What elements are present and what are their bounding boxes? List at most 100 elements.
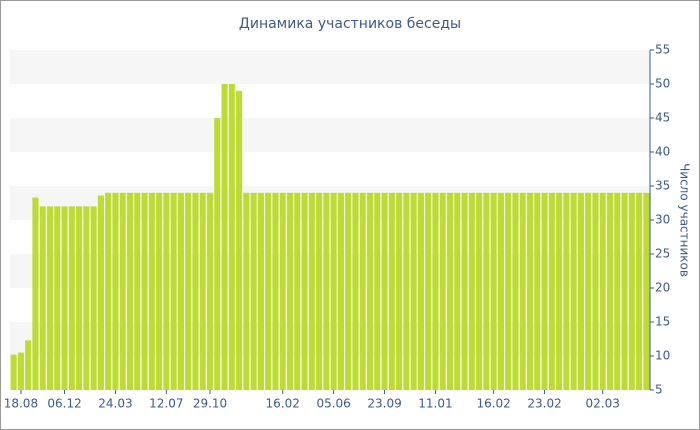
bar: [83, 206, 90, 390]
bar: [592, 192, 599, 390]
bar: [126, 192, 134, 390]
background-band: [10, 50, 650, 84]
bar: [366, 192, 374, 390]
bar: [519, 192, 526, 390]
bar: [643, 192, 650, 390]
bar: [425, 192, 432, 390]
bar: [585, 192, 592, 390]
bar: [199, 192, 206, 390]
bar: [54, 206, 61, 390]
bar: [388, 192, 395, 390]
bar: [61, 206, 68, 390]
y-tick-label: 30: [655, 213, 670, 227]
bar: [476, 192, 483, 390]
bar: [446, 192, 454, 390]
bar: [505, 192, 512, 390]
bar: [330, 192, 337, 390]
bar: [163, 192, 170, 390]
bar: [46, 206, 54, 390]
y-tick-label: 5: [655, 383, 663, 397]
bar: [439, 192, 446, 390]
bar: [454, 192, 461, 390]
bar: [359, 192, 366, 390]
bar: [556, 192, 563, 390]
bar: [214, 118, 221, 390]
x-tick-label: 12.07: [149, 397, 183, 411]
x-tick-label: 18.08: [4, 397, 38, 411]
bar: [286, 192, 294, 390]
bar: [316, 192, 323, 390]
bar: [119, 192, 126, 390]
bar: [381, 192, 388, 390]
bar: [374, 192, 381, 390]
x-tick-label: 02.03: [586, 397, 620, 411]
bar: [279, 192, 286, 390]
x-tick-label: 16.02: [266, 397, 300, 411]
x-tick-label: 24.03: [98, 397, 132, 411]
bar: [228, 84, 235, 390]
bar: [250, 192, 257, 390]
bar: [526, 192, 534, 390]
y-tick-label: 35: [655, 179, 670, 193]
bar: [236, 90, 243, 391]
bar: [76, 206, 83, 390]
bar: [301, 192, 308, 390]
bar: [323, 192, 330, 390]
bar: [345, 192, 352, 390]
bar: [32, 197, 39, 390]
x-tick-label: 29.10: [193, 397, 227, 411]
bar: [636, 192, 643, 390]
bar: [577, 192, 584, 390]
bar: [294, 192, 301, 390]
y-tick-label: 55: [655, 43, 670, 57]
y-tick-label: 45: [655, 111, 670, 125]
x-tick-label: 23.09: [367, 397, 401, 411]
x-tick-label: 11.01: [418, 397, 452, 411]
bar: [606, 192, 614, 390]
bar: [614, 192, 621, 390]
y-tick-label: 50: [655, 77, 670, 91]
bar: [105, 192, 112, 390]
bar: [185, 192, 192, 390]
bar: [265, 192, 272, 390]
bar: [17, 352, 24, 390]
bar: [97, 195, 104, 390]
bar: [134, 192, 141, 390]
bar: [25, 340, 32, 390]
bar: [39, 206, 46, 390]
bar: [461, 192, 468, 390]
bar: [534, 192, 541, 390]
bar: [308, 192, 315, 390]
bar: [177, 192, 184, 390]
bar: [403, 192, 410, 390]
y-tick-label: 15: [655, 315, 670, 329]
bar: [490, 192, 497, 390]
bar: [221, 84, 228, 390]
bar: [272, 192, 279, 390]
bar: [148, 192, 155, 390]
bar: [621, 192, 628, 390]
bar: [599, 192, 606, 390]
bar: [243, 192, 250, 390]
bar: [512, 192, 519, 390]
bar: [68, 206, 75, 390]
x-tick-label: 06.12: [47, 397, 81, 411]
background-band: [10, 118, 650, 152]
bar: [90, 206, 97, 390]
bar: [206, 192, 214, 390]
y-tick-label: 10: [655, 349, 670, 363]
bar: [541, 192, 548, 390]
bar: [497, 192, 504, 390]
bar: [156, 192, 163, 390]
bar: [141, 192, 148, 390]
bar: [352, 192, 359, 390]
bar: [410, 192, 417, 390]
y-axis-label: Число участников: [678, 163, 692, 277]
bar: [10, 354, 17, 390]
bar: [628, 192, 635, 390]
chart-title: Динамика участников беседы: [239, 16, 461, 32]
bar: [563, 192, 570, 390]
bar: [396, 192, 403, 390]
bar: [112, 192, 119, 390]
